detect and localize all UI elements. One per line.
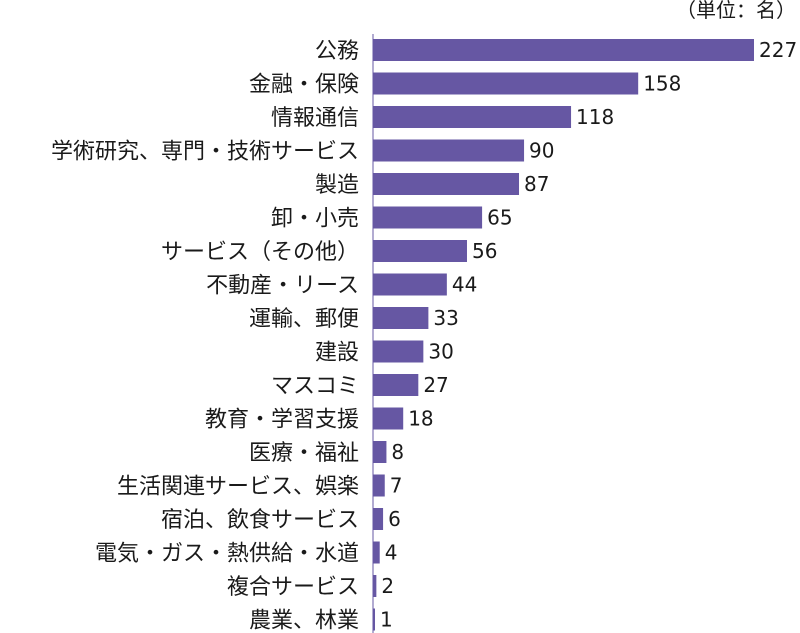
category-label: マスコミ (271, 374, 359, 399)
category-label: 運輸、郵便 (249, 307, 359, 332)
value-label: 30 (428, 340, 453, 364)
value-label: 87 (524, 172, 549, 196)
category-label: 製造 (315, 173, 359, 198)
category-label: 卸・小売 (271, 207, 359, 232)
bar (373, 307, 429, 329)
value-label: 8 (391, 440, 404, 464)
bar (373, 39, 754, 61)
category-label: 学術研究、専門・技術サービス (51, 140, 359, 165)
category-label: 宿泊、飲食サービス (161, 508, 359, 533)
category-label: 建設 (315, 341, 359, 366)
value-label: 27 (423, 373, 448, 397)
bar (373, 240, 467, 262)
unit-note: （単位：名） (676, 0, 796, 22)
bar (373, 206, 483, 229)
category-label: 電気・ガス・熱供給・水道 (95, 542, 359, 567)
value-label: 56 (472, 239, 497, 263)
category-label: 複合サービス (227, 575, 359, 600)
value-label: 1 (380, 608, 393, 632)
value-label: 6 (388, 507, 401, 531)
category-label: 情報通信 (271, 106, 359, 131)
bar (373, 508, 384, 530)
category-label: 医療・福祉 (249, 441, 359, 466)
value-label: 158 (643, 72, 681, 96)
bar (373, 340, 424, 363)
value-label: 90 (529, 139, 554, 163)
bar (373, 273, 447, 296)
bar (373, 474, 385, 497)
value-label: 2 (381, 574, 394, 598)
value-label: 4 (385, 541, 398, 565)
category-label: 生活関連サービス、娯楽 (117, 475, 359, 500)
bar (373, 608, 375, 631)
value-label: 7 (390, 474, 403, 498)
category-label: 教育・学習支援 (205, 408, 359, 433)
bar (373, 541, 380, 564)
bar (373, 139, 525, 162)
bar (373, 441, 387, 463)
bar (373, 173, 520, 195)
category-label: 金融・保険 (249, 73, 359, 98)
category-label: 不動産・リース (206, 274, 359, 299)
bar (373, 72, 639, 95)
bar (373, 407, 404, 430)
bar (373, 106, 572, 128)
value-label: 44 (452, 273, 477, 297)
value-label: 227 (759, 38, 797, 62)
bar (373, 575, 377, 597)
value-label: 18 (408, 407, 433, 431)
bar (373, 374, 419, 396)
category-label: サービス（その他） (161, 240, 359, 265)
value-label: 33 (433, 306, 458, 330)
value-label: 118 (576, 105, 614, 129)
value-label: 65 (487, 206, 512, 230)
category-label: 農業、林業 (249, 609, 359, 633)
category-label: 公務 (315, 39, 359, 64)
